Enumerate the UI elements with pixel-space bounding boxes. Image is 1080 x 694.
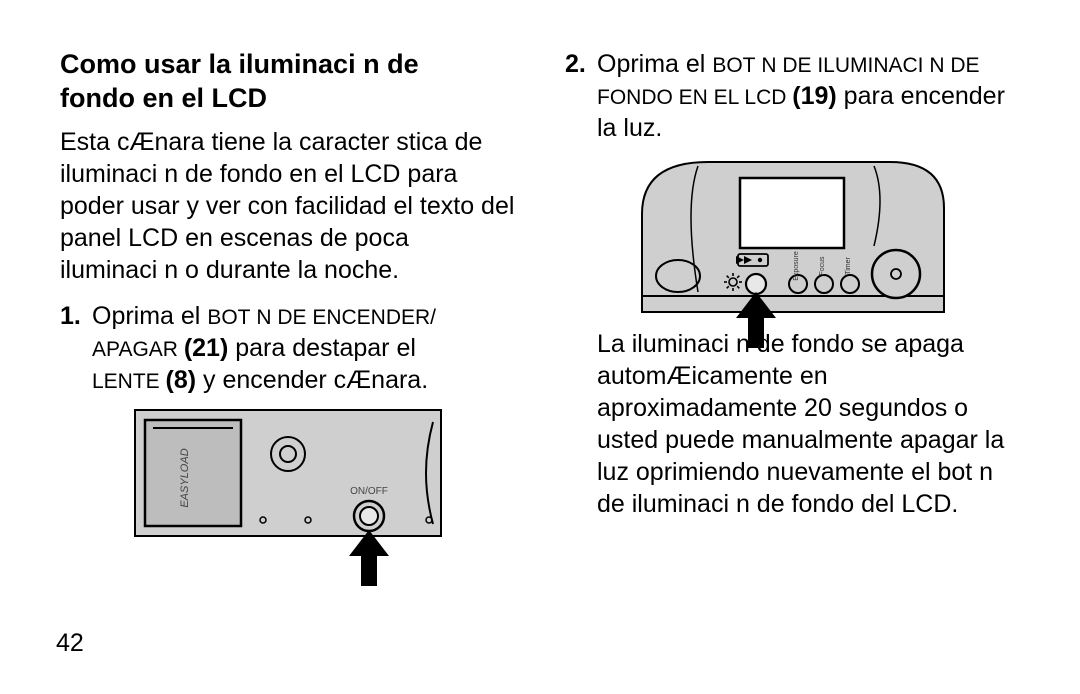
arrow-up-icon [732, 292, 780, 352]
page-number: 42 [56, 629, 84, 658]
step-2-number: 2. [565, 48, 597, 144]
left-column: Como usar la iluminaci n de fondo en el … [60, 48, 515, 674]
step-1: 1. Oprima el BOT N DE ENCENDER/ APAGAR (… [60, 300, 515, 396]
after-note: La iluminaci n de fondo se apaga automÆi… [565, 328, 1020, 520]
step-1-number: 1. [60, 300, 92, 396]
step-1-sc3: LENTE [92, 370, 166, 393]
step-1-sc2: APAGAR [92, 338, 184, 361]
camera-bottom-illustration: EASYLOAD ON/OFF [133, 408, 443, 558]
step-2-b1: (19) [792, 82, 836, 110]
section-heading: Como usar la iluminaci n de fondo en el … [60, 48, 515, 116]
step-1-b2: (8) [166, 366, 197, 394]
easyload-label: EASYLOAD [179, 448, 191, 507]
step-1-text-pre: Oprima el [92, 302, 207, 330]
step-2-pre: Oprima el [597, 50, 712, 78]
arrow-up-icon [345, 530, 393, 590]
step-2-body: Oprima el BOT N DE ILUMINACI N DE FONDO … [597, 48, 1020, 144]
figure-1-wrap: EASYLOAD ON/OFF [60, 408, 515, 558]
right-column: 2. Oprima el BOT N DE ILUMINACI N DE FON… [565, 48, 1020, 674]
step-1-sc1: BOT N DE ENCENDER/ [207, 306, 436, 329]
btn-label-exposure: Exposure [793, 251, 800, 281]
btn-label-timer: Timer [845, 257, 852, 275]
step-1-mid: para destapar el [228, 334, 416, 362]
step-2: 2. Oprima el BOT N DE ILUMINACI N DE FON… [565, 48, 1020, 144]
camera-top-illustration: Exposure Focus Timer [638, 156, 948, 316]
intro-paragraph: Esta cÆnara tiene la caracter stica de i… [60, 126, 515, 286]
step-1-b1: (21) [184, 334, 228, 362]
step-1-body: Oprima el BOT N DE ENCENDER/ APAGAR (21)… [92, 300, 515, 396]
manual-page: Como usar la iluminaci n de fondo en el … [0, 0, 1080, 694]
figure-2-wrap: Exposure Focus Timer [565, 156, 1020, 316]
btn-label-focus: Focus [819, 256, 826, 276]
onoff-label: ON/OFF [350, 486, 388, 497]
figure-1: EASYLOAD ON/OFF [133, 408, 443, 558]
step-1-post: y encender cÆnara. [196, 366, 428, 394]
figure-2: Exposure Focus Timer [638, 156, 948, 316]
